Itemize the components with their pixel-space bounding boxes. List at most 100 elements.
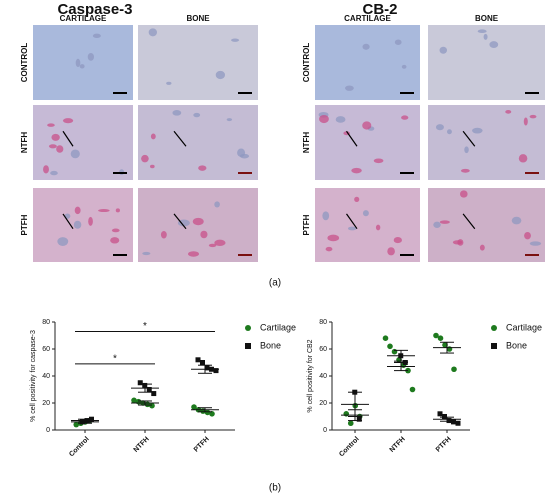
cell	[48, 144, 57, 149]
cell	[79, 64, 85, 69]
cell	[111, 228, 120, 233]
cell	[529, 241, 542, 246]
cell	[226, 118, 233, 122]
cell	[231, 38, 240, 42]
micrograph	[315, 188, 420, 262]
arrow	[462, 213, 476, 230]
row-label: CONTROL	[20, 43, 29, 83]
cell	[351, 167, 362, 174]
cell	[115, 208, 120, 213]
cell	[459, 190, 468, 198]
y-tick-label: 20	[319, 400, 327, 407]
cell	[150, 133, 156, 140]
cell	[74, 206, 81, 215]
cell	[435, 124, 444, 131]
cell	[523, 117, 528, 126]
y-axis-label: % cell positivity for caspase-3	[30, 330, 37, 422]
x-tick-label: PTFH	[193, 436, 211, 454]
x-tick-label: NTFH	[389, 436, 407, 454]
cell	[322, 211, 330, 221]
cell	[62, 118, 74, 124]
cell	[70, 149, 80, 159]
cell	[43, 165, 49, 174]
data-point	[437, 411, 443, 417]
arrow	[173, 213, 187, 230]
data-point	[451, 419, 456, 425]
cell	[439, 220, 450, 224]
cell	[51, 133, 60, 141]
cell	[57, 237, 69, 246]
y-tick-label: 80	[42, 319, 50, 326]
cell	[150, 164, 155, 169]
micrograph	[33, 105, 133, 180]
cell	[446, 129, 452, 135]
data-point	[356, 416, 362, 422]
cell	[433, 221, 441, 228]
cell	[518, 154, 528, 163]
cell	[325, 246, 333, 252]
y-tick-label: 20	[42, 400, 50, 407]
legend-marker	[245, 325, 251, 331]
cell	[362, 210, 369, 217]
cell	[142, 251, 151, 256]
cell	[483, 33, 488, 40]
cell	[56, 145, 64, 153]
arrow	[462, 130, 476, 147]
cell	[335, 116, 346, 123]
cell	[47, 123, 55, 127]
panel-title: CB-2	[362, 1, 397, 18]
y-tick-label: 40	[319, 373, 327, 380]
data-point	[131, 397, 137, 404]
legend-marker	[245, 343, 251, 349]
significance-label: *	[113, 353, 117, 364]
cell	[505, 109, 512, 114]
micrograph	[138, 105, 258, 180]
cell	[215, 70, 226, 80]
column-label: CARTILAGE	[344, 14, 391, 23]
cell	[479, 244, 485, 251]
cell	[401, 64, 407, 69]
cell	[464, 146, 469, 154]
cell	[198, 165, 207, 171]
cell	[529, 114, 537, 119]
data-point	[446, 346, 453, 352]
legend-label: Cartilage	[506, 322, 542, 332]
y-axis-label: % cell positivity for CB2	[307, 339, 314, 412]
data-point	[442, 342, 448, 348]
cell	[110, 237, 120, 244]
cell	[347, 226, 357, 231]
cell	[214, 201, 220, 208]
cell	[87, 53, 95, 61]
cell	[327, 234, 340, 242]
column-label: BONE	[186, 14, 210, 23]
cell	[192, 217, 204, 226]
data-point	[437, 335, 444, 342]
data-point	[191, 404, 197, 410]
data-point	[433, 332, 439, 339]
cell	[362, 121, 372, 130]
x-tick-label: NTFH	[133, 436, 151, 454]
x-tick-label: Control	[68, 436, 91, 459]
cell	[477, 29, 487, 34]
y-tick-label: 60	[319, 346, 327, 353]
row-label: PTFH	[20, 214, 29, 235]
cell	[208, 243, 217, 248]
micrograph	[428, 188, 545, 262]
cell	[141, 154, 149, 163]
cell	[354, 196, 360, 203]
data-point	[398, 353, 404, 359]
arrow	[346, 213, 358, 230]
arrow	[62, 213, 74, 230]
data-point	[137, 380, 143, 386]
row-label: CONTROL	[302, 43, 311, 83]
row-label: PTFH	[302, 214, 311, 235]
x-tick-label: PTFH	[435, 436, 453, 454]
y-tick-label: 0	[323, 427, 327, 434]
data-point	[382, 335, 389, 342]
y-tick-label: 60	[42, 346, 50, 353]
cell	[401, 115, 409, 120]
cell	[200, 230, 208, 239]
cell	[98, 209, 110, 213]
cell	[160, 231, 167, 239]
micrograph	[315, 25, 420, 100]
